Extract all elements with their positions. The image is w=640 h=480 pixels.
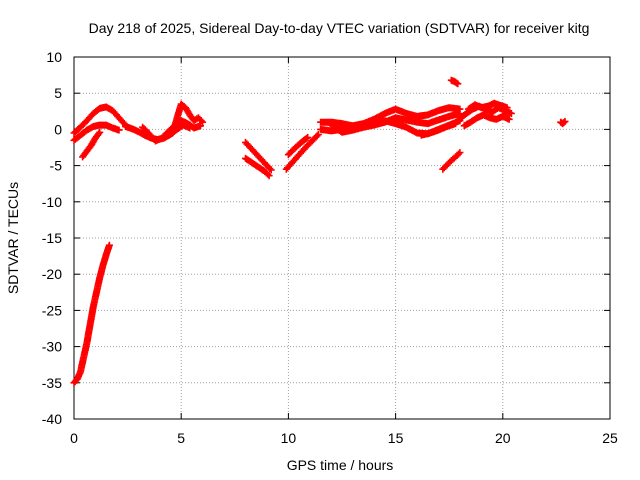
series-seg-8h: [242, 138, 275, 174]
data-point: [505, 115, 513, 123]
y-tick-label: 10: [46, 49, 62, 65]
data-point: [96, 128, 104, 136]
data-point: [454, 80, 462, 88]
y-tick-label: -15: [42, 230, 62, 246]
y-tick-label: -25: [42, 302, 62, 318]
data-point: [105, 241, 113, 249]
series-isolated-23: [557, 117, 569, 128]
series-rise-10h-b: [284, 133, 312, 159]
data-point: [314, 131, 322, 138]
x-tick-label: 5: [177, 430, 185, 446]
x-tick-label: 20: [495, 430, 511, 446]
series-peak-5: [169, 100, 207, 137]
series-rise-10h: [282, 131, 322, 173]
series-drop-17h: [439, 149, 464, 173]
data-point: [561, 117, 569, 125]
data-point: [313, 132, 321, 140]
x-tick-label: 0: [70, 430, 78, 446]
data-point: [302, 134, 310, 142]
data-point: [560, 119, 568, 126]
x-axis-title: GPS time / hours: [287, 457, 394, 473]
series-steep-rise: [70, 241, 113, 387]
data-point: [265, 172, 273, 180]
series-seg-8h-b: [242, 154, 273, 180]
series-band-d: [417, 120, 460, 139]
data-point: [452, 120, 460, 128]
y-tick-label: -5: [50, 158, 63, 174]
series-arc-upper: [70, 103, 129, 137]
series-band-20h-b: [460, 111, 513, 130]
y-tick-label: 0: [54, 121, 62, 137]
series-band-20h-c: [465, 99, 511, 113]
gridlines: [74, 57, 610, 419]
data-point: [304, 133, 312, 141]
x-tick-label: 10: [281, 430, 297, 446]
y-tick-label: -10: [42, 194, 62, 210]
x-tick-label: 15: [388, 430, 404, 446]
data-point: [197, 117, 205, 125]
series-arc-lower: [70, 121, 123, 144]
y-tick-label: -40: [42, 411, 62, 427]
data-point: [507, 110, 515, 117]
data-point: [199, 118, 207, 126]
y-tick-label: -20: [42, 266, 62, 282]
data-point: [264, 170, 272, 178]
x-tick-label: 25: [602, 430, 618, 446]
chart-title: Day 218 of 2025, Sidereal Day-to-day VTE…: [89, 20, 590, 36]
data-point: [456, 149, 464, 157]
data-point: [267, 166, 275, 174]
data-point: [95, 130, 103, 138]
data-point: [115, 126, 123, 134]
series-dip-left: [79, 128, 104, 161]
series-spike-18: [447, 76, 462, 88]
data-point: [455, 150, 462, 158]
axis-ticks: 0 5 10 15 20 25 -40 -35 -30 -25 -20 -15 -10 -5 0 5 10: [42, 49, 618, 446]
data-point: [503, 104, 511, 112]
series-band-c: [327, 110, 464, 136]
y-axis-title: SDTVAR / TECUs: [5, 182, 21, 294]
data-series: [70, 76, 569, 387]
y-tick-label: -30: [42, 339, 62, 355]
data-point: [266, 165, 274, 172]
y-tick-label: 5: [54, 85, 62, 101]
y-tick-label: -35: [42, 375, 62, 391]
